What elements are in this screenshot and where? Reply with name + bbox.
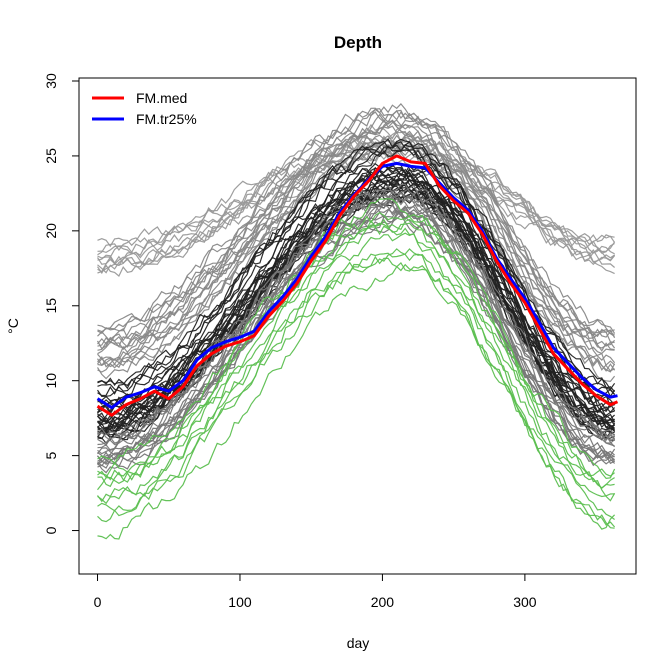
background-series-line	[97, 261, 615, 540]
background-series-line	[97, 124, 615, 348]
background-series-line	[97, 143, 615, 371]
y-tick-label: 5	[43, 452, 59, 460]
background-series-line	[97, 204, 616, 463]
background-series-line	[97, 102, 616, 334]
background-series-line	[96, 142, 616, 372]
y-tick-label: 25	[43, 148, 59, 164]
background-series-line	[97, 135, 615, 265]
y-axis-label: °C	[5, 318, 21, 334]
highlight-series-group	[96, 154, 619, 417]
background-series-line	[97, 108, 615, 347]
legend: FM.med FM.tr25%	[80, 80, 214, 130]
y-tick-label: 10	[43, 373, 59, 389]
x-tick-label: 200	[371, 594, 395, 610]
background-series-line	[97, 225, 615, 491]
background-series-line	[97, 138, 616, 398]
background-series-line	[97, 168, 616, 415]
background-series-line	[97, 248, 615, 520]
y-tick-label: 0	[43, 526, 59, 534]
background-series-line	[97, 132, 616, 254]
background-series-line	[97, 165, 616, 412]
x-tick-label: 300	[513, 594, 537, 610]
background-series-line	[97, 218, 615, 490]
legend-box	[80, 80, 214, 130]
x-tick-label: 0	[94, 594, 102, 610]
background-series-group	[96, 102, 616, 540]
x-axis: 0 100 200 300	[94, 573, 537, 610]
background-series-line	[97, 164, 615, 413]
y-tick-label: 20	[43, 223, 59, 239]
background-series-line	[97, 197, 615, 455]
x-axis-label: day	[347, 635, 370, 651]
background-series-line	[97, 109, 616, 339]
legend-label-fm-tr25: FM.tr25%	[136, 111, 197, 127]
y-tick-label: 30	[43, 73, 59, 89]
background-series-line	[97, 189, 616, 448]
x-tick-label: 100	[228, 594, 252, 610]
background-series-line	[97, 120, 615, 364]
series-line-fm-med	[96, 154, 619, 417]
background-series-line	[97, 208, 615, 466]
background-series-line	[97, 192, 615, 458]
background-series-line	[97, 196, 615, 465]
y-tick-label: 15	[43, 298, 59, 314]
background-series-line	[97, 198, 616, 480]
chart-title: Depth	[334, 33, 382, 52]
y-axis: 0 5 10 15 20 25 30	[43, 73, 80, 534]
legend-label-fm-med: FM.med	[136, 90, 187, 106]
